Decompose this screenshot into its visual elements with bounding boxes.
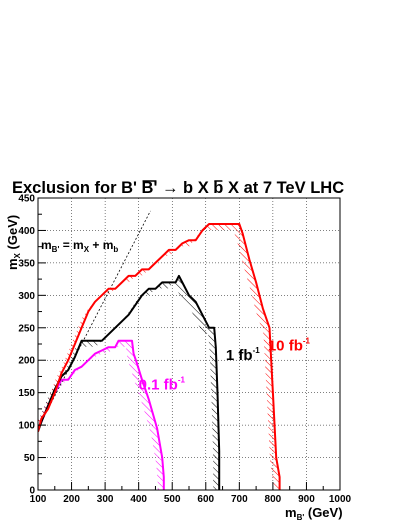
curve-1-fb-1 [38,274,221,490]
contour-curves [38,223,281,490]
x-tick-label-700: 700 [231,494,248,505]
y-tick-label-350: 350 [18,258,35,269]
relation-label: mB' = mX + mb [41,238,118,254]
y-tick-label-400: 400 [18,226,35,237]
x-tick-label-200: 200 [63,494,80,505]
x-tick-label-100: 100 [30,494,47,505]
band-0.1-fb-1 [38,340,164,490]
chart-title: Exclusion for B' B' → b X b X at 7 TeV L… [12,179,344,197]
x-tick-label-800: 800 [265,494,282,505]
x-tick-label-500: 500 [164,494,181,505]
y-tick-label-250: 250 [18,323,35,334]
y-tick-label-450: 450 [18,194,35,205]
series-label-1fb: 1 fb-1 [226,346,260,364]
curve-0.1-fb-1 [38,339,165,490]
axis-ticks: 100 200 300 400 500 600 700 800 900 1000 0 50 100 150… [18,194,351,506]
y-tick-label-300: 300 [18,291,35,302]
curve-10-fb-1 [38,223,281,490]
y-tick-label-200: 200 [18,356,35,367]
x-tick-label-600: 600 [197,494,214,505]
x-tick-label-300: 300 [97,494,114,505]
x-tick-label-900: 900 [298,494,315,505]
y-tick-label-50: 50 [24,453,36,464]
series-label-0.1fb: 0.1 fb-1 [139,375,186,393]
x-tick-label-400: 400 [130,494,147,505]
x-tick-label-1000: 1000 [329,494,352,505]
series-label-10fb: 10 fb-1 [268,336,311,354]
kinematic-line [38,210,151,430]
x-axis-label: mB' (GeV) [285,505,343,522]
y-axis-label: mX (GeV) [5,215,22,270]
y-tick-label-100: 100 [18,421,35,432]
y-tick-label-150: 150 [18,388,35,399]
band-1-fb-1 [38,275,220,490]
y-tick-label-0: 0 [29,486,35,497]
